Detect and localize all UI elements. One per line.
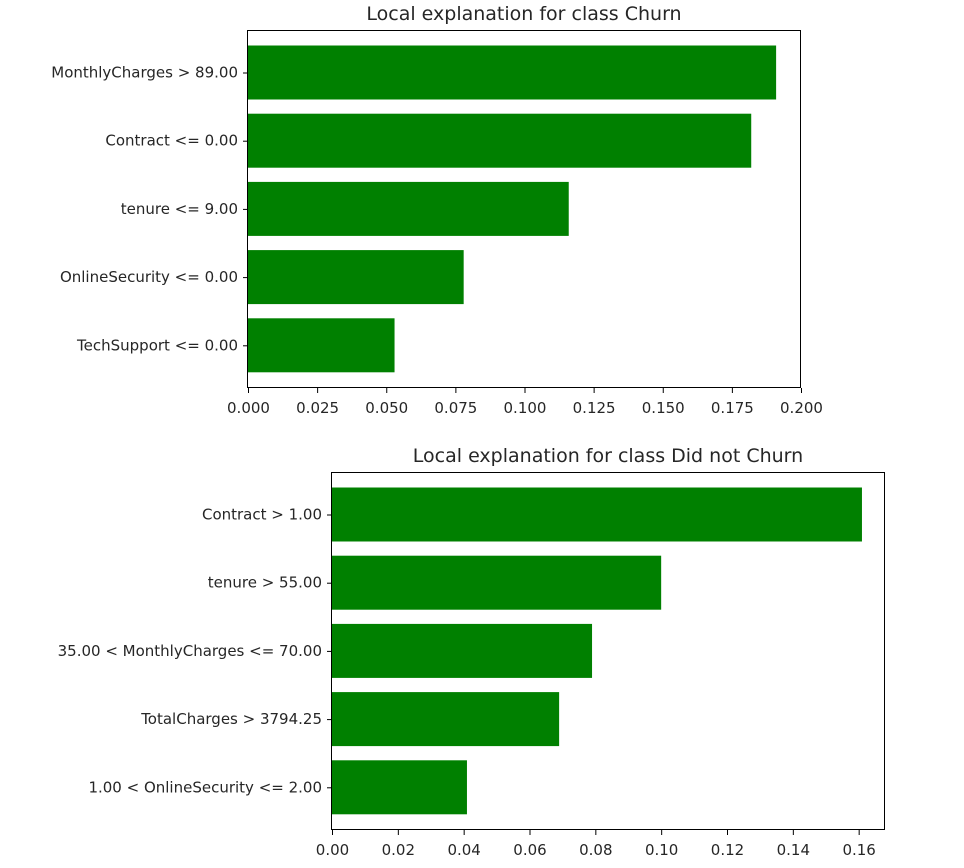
bar xyxy=(248,113,752,168)
x-tick-label: 0.14 xyxy=(777,841,810,859)
bar xyxy=(332,760,467,815)
y-tick-group: Contract > 1.00 tenure > 55.00 35.00 < Mon… xyxy=(58,506,332,796)
x-tick-label: 0.150 xyxy=(642,399,685,417)
x-tick-label: 0.12 xyxy=(711,841,744,859)
x-tick-label: 0.10 xyxy=(645,841,678,859)
y-tick-label: tenure > 55.00 xyxy=(208,574,322,592)
chart-title: Local explanation for class Did not Chur… xyxy=(413,445,803,467)
bar xyxy=(332,555,662,610)
bar xyxy=(248,318,395,373)
bar xyxy=(248,250,464,305)
chart-did-not-churn: Local explanation for class Did not Chur… xyxy=(58,445,885,859)
y-tick-label: tenure <= 9.00 xyxy=(121,200,238,218)
y-tick-label: 35.00 < MonthlyCharges <= 70.00 xyxy=(58,642,322,660)
x-tick-group: 0.00 0.02 0.04 0.06 0.08 0.10 0.12 0.14 0.16 xyxy=(316,830,876,859)
y-tick-label: TechSupport <= 0.00 xyxy=(76,336,238,354)
x-tick-label: 0.175 xyxy=(711,399,754,417)
bar xyxy=(332,692,560,747)
chart-churn: Local explanation for class Churn Monthl… xyxy=(51,3,823,417)
bar xyxy=(332,487,862,542)
y-tick-label: TotalCharges > 3794.25 xyxy=(140,710,322,728)
y-tick-label: MonthlyCharges > 89.00 xyxy=(51,64,238,82)
x-tick-label: 0.06 xyxy=(513,841,546,859)
x-tick-label: 0.08 xyxy=(579,841,612,859)
x-tick-label: 0.050 xyxy=(365,399,408,417)
y-tick-label: 1.00 < OnlineSecurity <= 2.00 xyxy=(88,778,322,796)
y-tick-group: MonthlyCharges > 89.00 Contract <= 0.00 te… xyxy=(51,64,248,354)
x-tick-label: 0.200 xyxy=(780,399,823,417)
x-tick-label: 0.02 xyxy=(382,841,415,859)
bar-group xyxy=(248,45,777,373)
y-tick-label: OnlineSecurity <= 0.00 xyxy=(60,268,238,286)
y-tick-label: Contract <= 0.00 xyxy=(105,132,238,150)
x-tick-label: 0.100 xyxy=(504,399,547,417)
x-tick-label: 0.00 xyxy=(316,841,349,859)
bar-group xyxy=(332,487,862,815)
bar xyxy=(248,45,777,100)
x-tick-label: 0.16 xyxy=(842,841,875,859)
x-tick-label: 0.025 xyxy=(296,399,339,417)
chart-title: Local explanation for class Churn xyxy=(366,3,681,25)
bar xyxy=(248,181,569,236)
x-tick-label: 0.04 xyxy=(447,841,480,859)
bar xyxy=(332,623,593,678)
x-tick-group: 0.000 0.025 0.050 0.075 0.100 0.125 0.150 0.175… xyxy=(227,388,823,417)
x-tick-label: 0.125 xyxy=(573,399,616,417)
x-tick-label: 0.000 xyxy=(227,399,270,417)
y-tick-label: Contract > 1.00 xyxy=(202,506,322,524)
x-tick-label: 0.075 xyxy=(434,399,477,417)
